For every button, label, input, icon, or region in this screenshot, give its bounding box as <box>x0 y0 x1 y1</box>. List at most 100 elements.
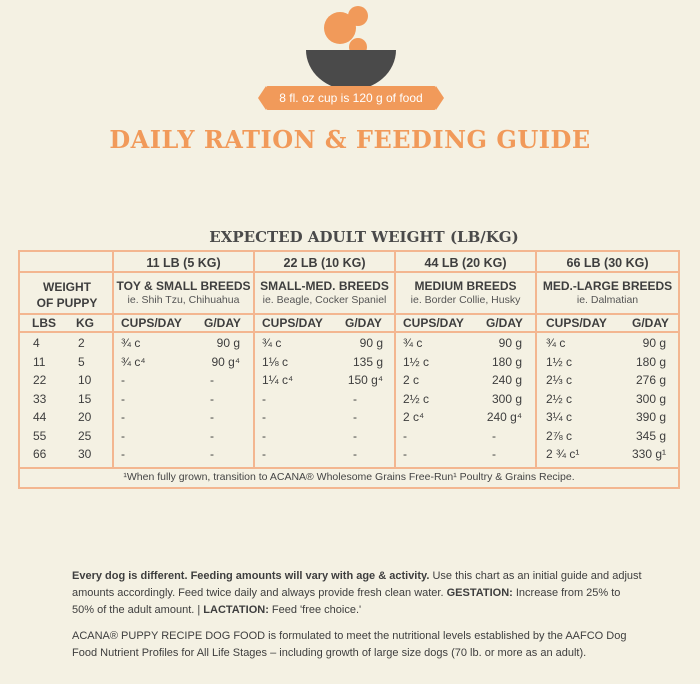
cell-lbs: 55 <box>33 428 47 443</box>
weight-of-puppy-header: WEIGHT OF PUPPY <box>20 279 114 311</box>
cell-g: 240 g⁴ <box>486 410 522 424</box>
cell-g: 90 g <box>359 336 383 350</box>
lactation-label: LACTATION: <box>203 604 269 616</box>
cell-lbs: 33 <box>33 391 47 406</box>
cell-g: 150 g⁴ <box>347 373 383 387</box>
gestation-label: GESTATION: <box>446 587 513 599</box>
cell-g: 330 g¹ <box>631 447 666 461</box>
cell-g: 390 g <box>635 410 666 424</box>
divider <box>253 250 255 468</box>
breed-weight-header: 22 LB (10 KG) <box>283 256 366 270</box>
breed-weight-header: 44 LB (20 KG) <box>424 256 507 270</box>
cell-cups: ¾ c <box>546 336 566 350</box>
gestation-text: Increase from 25% to 50% of the adult am… <box>72 587 621 616</box>
food-bowl-icon <box>306 6 396 90</box>
cell-kg: 15 <box>78 391 92 406</box>
cell-g: 90 g <box>498 336 522 350</box>
cell-cups: - <box>121 373 125 387</box>
breed-weight-header: 66 LB (30 KG) <box>566 256 649 270</box>
cell-cups: 1¼ c⁴ <box>262 373 294 387</box>
col-lbs-header: LBS <box>32 316 56 330</box>
header-line: OF PUPPY <box>36 296 98 310</box>
cell-g: - <box>492 428 496 443</box>
table-subtitle: EXPECTED ADULT WEIGHT (LB/KG) <box>209 228 519 246</box>
cell-g: - <box>210 373 214 387</box>
page-title: DAILY RATION & FEEDING GUIDE <box>109 125 591 154</box>
cell-g: 240 g <box>491 373 522 387</box>
col-g-header: G/DAY <box>345 316 382 330</box>
cell-g: - <box>353 447 357 461</box>
cell-kg: 30 <box>78 447 92 461</box>
col-g-header: G/DAY <box>204 316 241 330</box>
cell-cups: 2 c⁴ <box>403 410 425 424</box>
col-g-header: G/DAY <box>486 316 523 330</box>
breed-example: ie. Dalmatian <box>576 294 639 306</box>
cell-lbs: 11 <box>33 354 46 369</box>
breed-weight-header: 11 LB (5 KG) <box>146 256 221 270</box>
cell-lbs: 4 <box>33 336 40 350</box>
cup-note-banner: 8 fl. oz cup is 120 g of food <box>258 86 444 110</box>
cell-cups: - <box>121 428 125 443</box>
col-cups-header: CUPS/DAY <box>121 316 182 330</box>
cell-cups: - <box>262 391 266 406</box>
cell-g: 90 g <box>216 336 240 350</box>
table-footnote: ¹When fully grown, transition to ACANA® … <box>123 471 575 483</box>
cell-g: 180 g <box>491 354 522 369</box>
cell-kg: 20 <box>78 410 92 424</box>
col-cups-header: CUPS/DAY <box>403 316 464 330</box>
cell-g: - <box>210 428 214 443</box>
cell-cups: - <box>121 391 125 406</box>
cell-g: 276 g <box>635 373 666 387</box>
breed-example: ie. Border Collie, Husky <box>410 294 521 306</box>
lactation-text: Feed 'free choice.' <box>268 604 362 616</box>
divider <box>18 271 680 273</box>
cell-lbs: 22 <box>33 373 47 387</box>
divider <box>535 250 537 468</box>
divider <box>394 250 396 468</box>
cell-cups: 2 c <box>403 373 420 387</box>
divider <box>18 313 680 315</box>
divider <box>112 250 114 468</box>
cell-cups: 2 ¾ c¹ <box>546 447 580 461</box>
cell-cups: - <box>262 428 266 443</box>
breed-example: ie. Shih Tzu, Chihuahua <box>127 294 240 306</box>
divider <box>18 467 680 469</box>
cell-kg: 5 <box>78 354 85 369</box>
cell-kg: 2 <box>78 336 85 350</box>
cell-g: - <box>492 447 496 461</box>
breed-name: MED.-LARGE BREEDS <box>542 279 673 293</box>
cell-cups: - <box>121 447 125 461</box>
cell-g: 90 g <box>642 336 666 350</box>
cell-g: 345 g <box>635 428 666 443</box>
cell-cups: 1⅛ c <box>262 354 289 369</box>
cell-cups: 3¼ c <box>546 410 573 424</box>
cell-g: 90 g⁴ <box>211 354 240 369</box>
cell-g: 300 g <box>491 391 522 406</box>
cell-lbs: 66 <box>33 447 47 461</box>
cell-g: - <box>210 391 214 406</box>
breed-name: SMALL-MED. BREEDS <box>260 279 389 293</box>
cell-cups: 1½ c <box>546 354 573 369</box>
cell-g: 180 g <box>635 354 666 369</box>
cell-kg: 10 <box>78 373 92 387</box>
cell-g: - <box>210 447 214 461</box>
cell-cups: ¾ c⁴ <box>121 354 146 369</box>
divider <box>18 331 680 333</box>
cell-cups: 2½ c <box>546 391 573 406</box>
cell-g: - <box>353 428 357 443</box>
cell-cups: - <box>262 410 266 424</box>
cell-lbs: 44 <box>33 410 47 424</box>
instructions-bold: Every dog is different. Feeding amounts … <box>72 570 430 582</box>
aafco-statement: ACANA® PUPPY RECIPE DOG FOOD is formulat… <box>72 630 627 659</box>
cell-g: 300 g <box>635 391 666 406</box>
cell-cups: - <box>403 428 407 443</box>
cell-cups: 2½ c <box>403 391 430 406</box>
col-cups-header: CUPS/DAY <box>546 316 607 330</box>
instructions-text: Use this chart as an initial guide and a… <box>72 570 642 599</box>
col-g-header: G/DAY <box>632 316 669 330</box>
cell-cups: 2⅞ c <box>546 428 573 443</box>
cell-g: - <box>353 391 357 406</box>
cell-g: 135 g <box>352 354 383 369</box>
cell-cups: ¾ c <box>262 336 282 350</box>
header-line: WEIGHT <box>43 280 91 294</box>
